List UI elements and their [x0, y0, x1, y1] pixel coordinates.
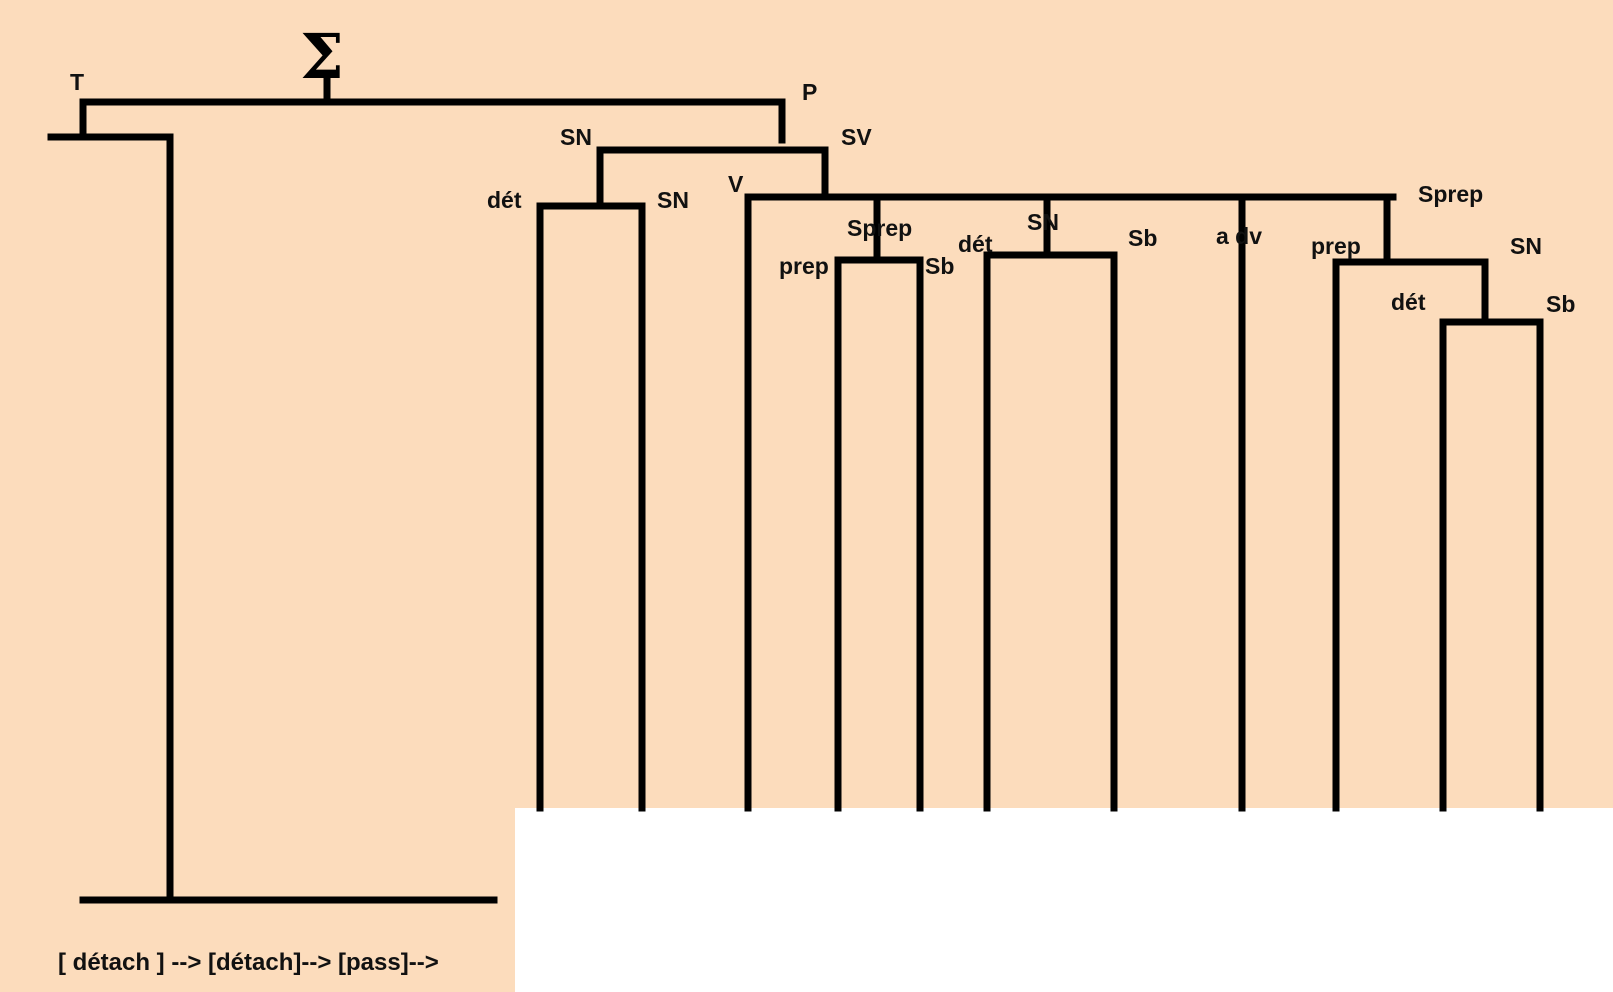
transformation-sequence: [ détach ] --> [détach]--> [pass]-->: [58, 949, 439, 976]
label-v: V: [728, 171, 744, 197]
label-det-3: dét: [1391, 289, 1426, 315]
label-sn-2: SN: [1027, 209, 1059, 235]
label-prep-2: prep: [1311, 233, 1361, 259]
label-adv: a dv: [1216, 223, 1262, 249]
label-det-2: dét: [958, 231, 993, 257]
label-sn-1: SN: [657, 187, 689, 213]
label-prep-1: prep: [779, 253, 829, 279]
label-p: P: [802, 79, 817, 105]
label-sv: SV: [841, 124, 872, 150]
label-sprep-2: Sprep: [1418, 181, 1483, 207]
label-sb-2: Sb: [1128, 225, 1157, 251]
label-t: T: [70, 69, 84, 95]
label-sprep-1: Sprep: [847, 215, 912, 241]
label-sn-subject: SN: [560, 124, 592, 150]
sigma-root-symbol: Σ: [300, 20, 344, 93]
label-sb-3: Sb: [1546, 291, 1575, 317]
label-sb-1: Sb: [925, 253, 954, 279]
label-det-1: dét: [487, 187, 522, 213]
blank-region: [515, 808, 1613, 992]
label-sn-3: SN: [1510, 233, 1542, 259]
